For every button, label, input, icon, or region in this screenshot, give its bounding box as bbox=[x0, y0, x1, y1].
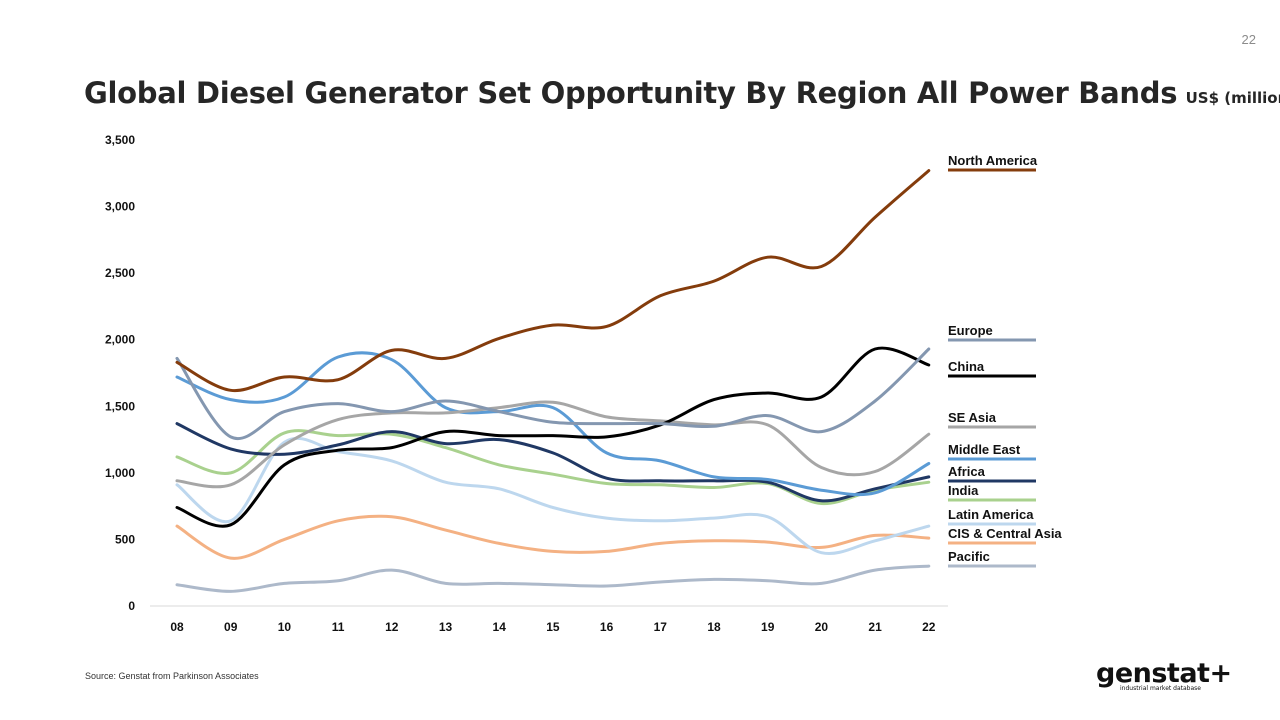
legend-label-se-asia: SE Asia bbox=[948, 410, 997, 425]
x-tick-label: 21 bbox=[868, 620, 882, 634]
series-line-china bbox=[175, 346, 931, 528]
x-tick-label: 18 bbox=[707, 620, 721, 634]
logo-tagline: industrial market database bbox=[1120, 685, 1201, 692]
chart-title: Global Diesel Generator Set Opportunity … bbox=[84, 76, 1280, 110]
legend-label-middle-east: Middle East bbox=[948, 442, 1021, 457]
series-line-middle-east bbox=[175, 351, 931, 497]
x-tick-label: 09 bbox=[224, 620, 238, 634]
legend-label-cis-central-asia: CIS & Central Asia bbox=[948, 526, 1062, 541]
y-tick-label: 1,500 bbox=[105, 399, 135, 413]
series-line-cis-central-asia bbox=[175, 514, 931, 560]
series-line-europe bbox=[175, 347, 931, 441]
x-tick-label: 13 bbox=[439, 620, 453, 634]
x-tick-label: 14 bbox=[493, 620, 507, 634]
chart-title-main: Global Diesel Generator Set Opportunity … bbox=[84, 76, 1178, 110]
x-tick-label: 17 bbox=[654, 620, 668, 634]
x-tick-label: 08 bbox=[170, 620, 184, 634]
legend-label-india: India bbox=[948, 483, 979, 498]
genstat-logo: genstat+ industrial market database bbox=[1096, 660, 1232, 692]
y-tick-label: 0 bbox=[128, 599, 135, 613]
legend-label-north-america: North America bbox=[948, 153, 1038, 168]
legend-label-china: China bbox=[948, 359, 985, 374]
series-line-africa bbox=[175, 422, 931, 503]
x-tick-label: 16 bbox=[600, 620, 614, 634]
y-tick-label: 2,500 bbox=[105, 266, 135, 280]
legend-label-latin-america: Latin America bbox=[948, 507, 1034, 522]
page-number: 22 bbox=[1241, 32, 1256, 47]
series-line-india bbox=[175, 429, 931, 506]
series-line-north-america bbox=[175, 169, 931, 392]
y-tick-label: 3,500 bbox=[105, 133, 135, 147]
x-tick-label: 12 bbox=[385, 620, 399, 634]
legend-label-europe: Europe bbox=[948, 323, 993, 338]
series-line-se-asia bbox=[175, 400, 931, 489]
x-tick-label: 15 bbox=[546, 620, 560, 634]
x-tick-label: 11 bbox=[332, 620, 345, 634]
series-line-pacific bbox=[175, 564, 931, 593]
y-tick-label: 2,000 bbox=[105, 333, 135, 347]
y-tick-label: 3,000 bbox=[105, 200, 135, 214]
legend-label-pacific: Pacific bbox=[948, 549, 990, 564]
chart-title-units: US$ (millions) bbox=[1185, 89, 1280, 107]
x-tick-label: 20 bbox=[815, 620, 829, 634]
source-note: Source: Genstat from Parkinson Associate… bbox=[85, 671, 259, 681]
series-line-latin-america bbox=[175, 436, 931, 556]
x-tick-label: 10 bbox=[278, 620, 292, 634]
logo-wordmark: genstat+ bbox=[1096, 658, 1232, 689]
y-tick-label: 1,000 bbox=[105, 466, 135, 480]
x-tick-label: 22 bbox=[922, 620, 936, 634]
x-tick-label: 19 bbox=[761, 620, 775, 634]
legend-label-africa: Africa bbox=[948, 464, 986, 479]
y-tick-label: 500 bbox=[115, 532, 135, 546]
